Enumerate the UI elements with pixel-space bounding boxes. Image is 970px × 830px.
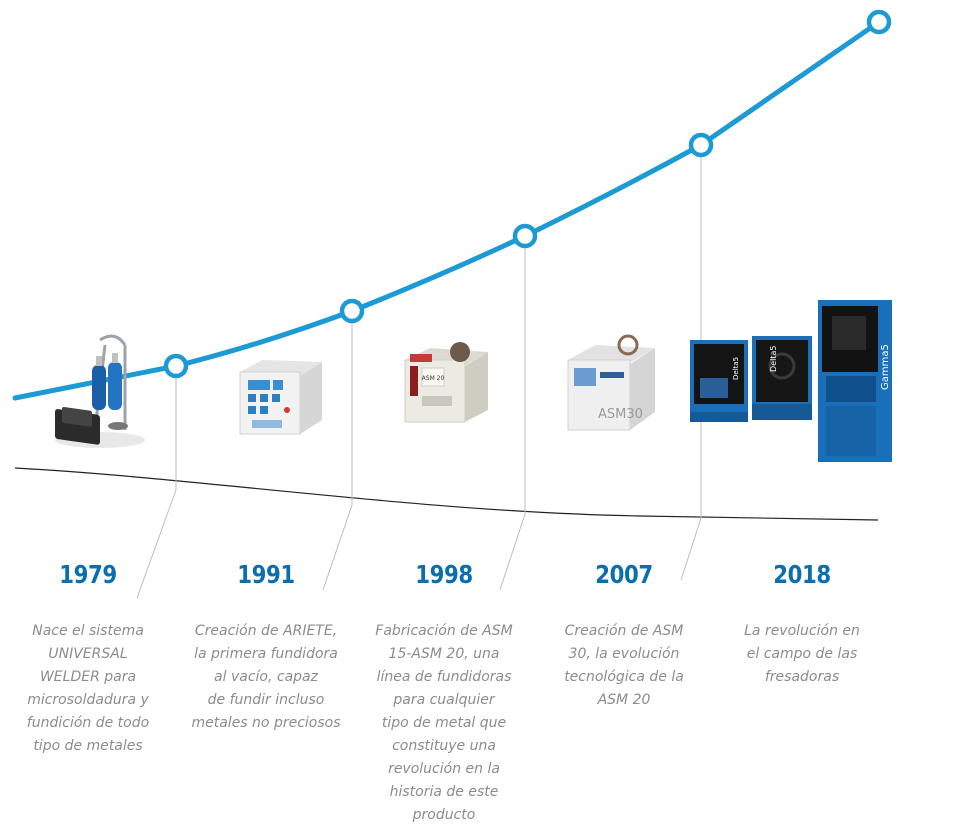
year-1991: 1991	[237, 560, 295, 589]
description-line: tipo de metal que	[381, 715, 507, 731]
description-1998: Fabricación de ASM 15-ASM 20, una línea …	[369, 620, 519, 827]
delta5-label-2: Delta5	[769, 346, 778, 372]
description-line: Creación de ASM	[564, 623, 684, 639]
connector-1998	[499, 236, 526, 591]
asm30-machine-image: ASM30	[567, 334, 655, 431]
year-1998: 1998	[415, 560, 473, 589]
asm20-machine-image: ASM 20	[404, 342, 488, 423]
description-line: revolución en la	[388, 761, 500, 777]
description-2007: Creación de ASM 30, la evolución tecnoló…	[549, 620, 699, 712]
description-line: Nace el sistema	[32, 623, 144, 639]
growth-line	[12, 19, 882, 401]
description-line: Creación de ARIETE,	[194, 623, 338, 639]
year-2007: 2007	[595, 560, 653, 589]
marker-2018	[866, 9, 892, 35]
description-line: el campo de las	[746, 646, 858, 662]
description-line: fresadoras	[764, 669, 840, 685]
milestone-markers	[163, 9, 892, 379]
description-line: tecnológica de la	[564, 669, 684, 685]
marker-2007	[688, 132, 714, 158]
connector-2007	[680, 145, 702, 581]
ariete-machine-image	[239, 360, 322, 435]
connector-1991	[322, 311, 353, 591]
description-line: al vacío, capaz	[214, 669, 318, 685]
description-line: WELDER para	[39, 669, 137, 685]
delta5-label-1: Delta5	[732, 357, 740, 380]
description-line: UNIVERSAL	[48, 646, 128, 662]
connector-1979	[136, 366, 177, 599]
description-1979: Nace el sistema UNIVERSAL WELDER para mi…	[13, 620, 163, 758]
marker-1998	[512, 223, 538, 249]
description-line: ASM 20	[597, 692, 651, 708]
description-line: 15-ASM 20, una	[388, 646, 500, 662]
marker-1991	[339, 298, 365, 324]
gamma5-label: Gamma5	[880, 344, 891, 390]
marker-1979	[163, 353, 189, 379]
description-line: historia de este	[389, 784, 499, 800]
description-line: línea de fundidoras	[376, 669, 512, 685]
description-line: Fabricación de ASM	[375, 623, 513, 639]
universal-welder-image	[55, 334, 145, 448]
description-1991: Creación de ARIETE, la primera fundidora…	[191, 620, 341, 735]
description-line: 30, la evolución	[568, 646, 680, 662]
timeline-baseline	[14, 467, 879, 521]
milling-machines-image: Delta5 Delta5 Gamma5	[690, 300, 892, 462]
description-line: producto	[412, 807, 476, 823]
description-2018: La revolución en el campo de las fresado…	[727, 620, 877, 689]
year-1979: 1979	[59, 560, 117, 589]
description-line: metales no preciosos	[191, 715, 341, 731]
description-line: fundición de todo	[26, 715, 150, 731]
description-line: tipo de metales	[33, 738, 143, 754]
connector-lines	[136, 145, 702, 599]
asm30-label: ASM30	[598, 407, 643, 422]
description-line: para cualquier	[393, 692, 495, 708]
description-line: La revolución en	[744, 623, 860, 639]
description-line: de fundir incluso	[207, 692, 325, 708]
description-line: constituye una	[392, 738, 496, 754]
asm20-label: ASM 20	[422, 375, 445, 382]
description-line: la primera fundidora	[194, 646, 338, 662]
description-line: microsoldadura y	[27, 692, 149, 708]
year-2018: 2018	[773, 560, 831, 589]
